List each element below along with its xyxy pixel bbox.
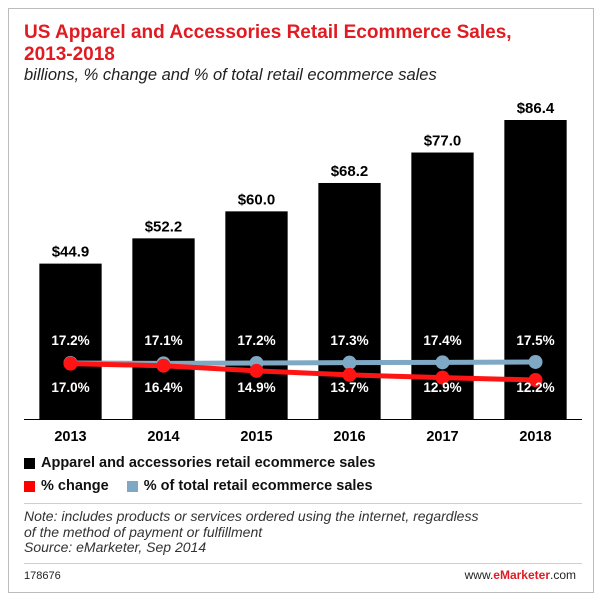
change-value-label: 14.9% <box>237 380 275 395</box>
share-value-label: 17.3% <box>330 333 368 348</box>
bar-value-label: $68.2 <box>331 163 369 180</box>
share-value-label: 17.2% <box>237 333 275 348</box>
change-value-label: 12.2% <box>516 380 554 395</box>
brand-prefix: www. <box>464 568 494 582</box>
change-point <box>528 373 543 387</box>
change-value-label: 12.9% <box>423 380 461 395</box>
share-value-label: 17.1% <box>144 333 182 348</box>
source-line: Source: eMarketer, Sep 2014 <box>24 539 207 555</box>
brand-footer: www.eMarketer.com <box>465 568 576 582</box>
chart-title-line-1: US Apparel and Accessories Retail Ecomme… <box>24 22 512 43</box>
note-line-1: Note: includes products or services orde… <box>24 508 479 524</box>
bar <box>132 238 195 419</box>
change-point <box>342 367 357 382</box>
share-value-label: 17.4% <box>423 333 461 348</box>
legend-swatch-sales <box>24 457 35 469</box>
bar-value-label: $52.2 <box>145 218 183 235</box>
bar-value-label: $44.9 <box>52 244 90 261</box>
legend-group-percent: % change % of total retail ecommerce sal… <box>24 478 373 494</box>
change-point <box>156 358 171 373</box>
x-tick-label: 2017 <box>426 429 458 445</box>
change-value-label: 17.0% <box>51 380 89 395</box>
x-tick-label: 2014 <box>147 429 179 445</box>
chart-subtitle: billions, % change and % of total retail… <box>24 66 437 84</box>
note-line-2: of the method of payment or fulfillment <box>24 523 263 540</box>
bar-value-label: $86.4 <box>517 100 555 117</box>
legend-label-sales: Apparel and accessories retail ecommerce… <box>41 455 376 471</box>
legend-label-change: % change <box>41 478 109 494</box>
change-point <box>435 370 450 385</box>
bar-value-label: $77.0 <box>424 133 462 150</box>
change-point <box>249 363 264 378</box>
x-tick-label: 2013 <box>54 429 86 445</box>
note-divider <box>24 503 582 504</box>
change-point <box>63 356 78 371</box>
change-value-label: 13.7% <box>330 380 368 395</box>
share-point <box>342 355 357 370</box>
bar-value-label: $60.0 <box>238 191 276 208</box>
footer-divider <box>24 563 582 564</box>
x-tick-label: 2016 <box>333 429 365 445</box>
chart-id: 178676 <box>24 570 61 582</box>
x-tick-label: 2018 <box>519 429 551 445</box>
bar <box>504 120 567 419</box>
series-line-change <box>70 361 536 383</box>
legend-label-share: % of total retail ecommerce sales <box>143 478 373 494</box>
change-value-label: 16.4% <box>144 380 182 395</box>
legend-swatch-share <box>126 480 138 492</box>
share-point <box>435 355 450 370</box>
legend-item-sales: Apparel and accessories retail ecommerce… <box>24 455 376 471</box>
chart-title-line-2: 2013-2018 <box>24 44 115 65</box>
share-value-label: 17.2% <box>51 333 89 348</box>
bar <box>39 263 102 419</box>
share-value-label: 17.5% <box>516 333 554 348</box>
chart-note: Note: includes products or services orde… <box>24 508 584 556</box>
legend-swatch-change <box>24 480 35 492</box>
share-point <box>528 354 543 369</box>
brand-suffix: .com <box>549 568 576 582</box>
brand-name: eMarketer <box>493 568 550 582</box>
bar <box>225 211 288 419</box>
x-tick-label: 2015 <box>240 429 272 445</box>
figure-frame <box>8 8 594 593</box>
